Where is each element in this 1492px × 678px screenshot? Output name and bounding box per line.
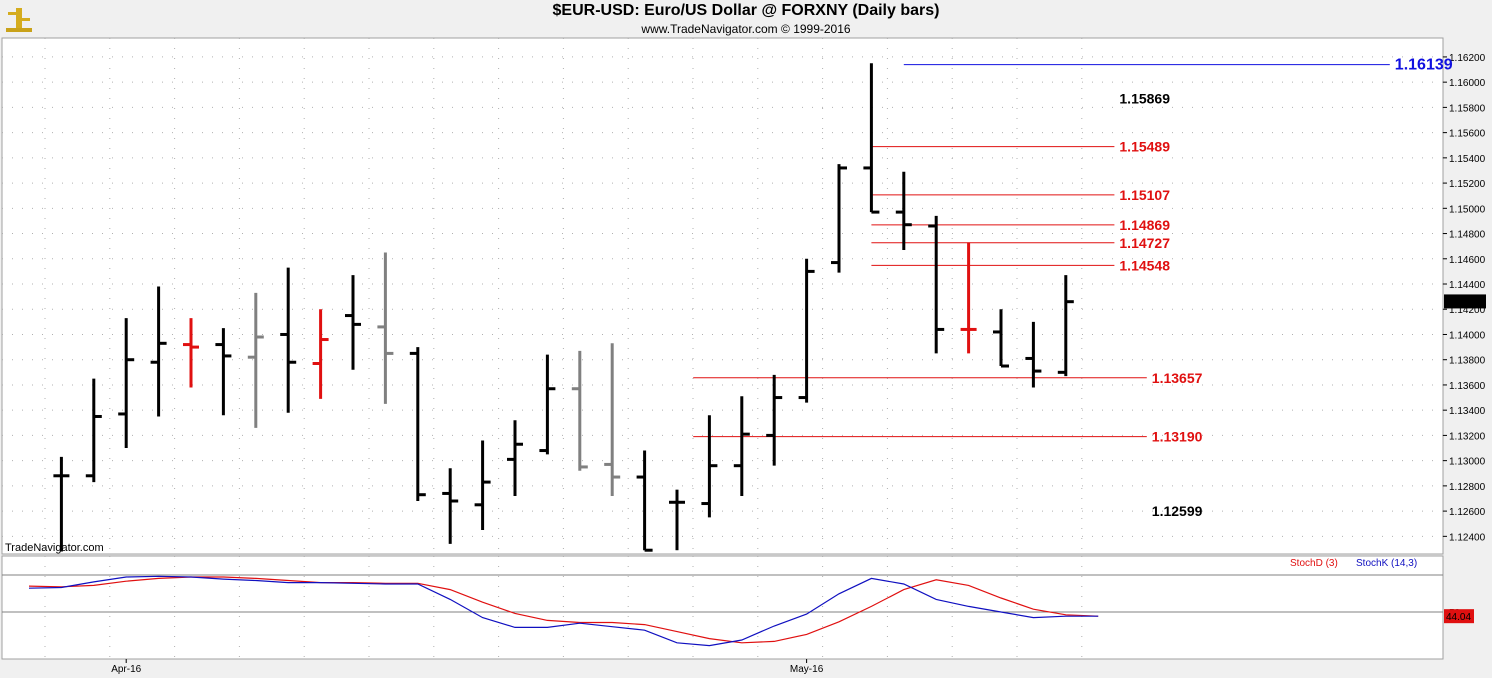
x-tick-label: May-16	[790, 664, 824, 675]
ohlc-bar	[960, 242, 977, 354]
ohlc-bar	[636, 450, 653, 552]
level-label: 1.16139	[1395, 57, 1453, 74]
date-axis: Apr-16 May-16	[111, 659, 824, 675]
stoch-value-badge	[1444, 609, 1474, 624]
ohlc-bar	[442, 468, 459, 544]
y-tick-label: 1.14400	[1449, 280, 1486, 291]
ohlc-bar	[280, 267, 297, 413]
ohlc-bar	[604, 343, 621, 496]
y-tick-label: 1.13000	[1449, 457, 1486, 468]
y-tick-label: 1.13200	[1449, 431, 1486, 442]
ohlc-bar	[409, 347, 426, 502]
y-tick-label: 1.15800	[1449, 103, 1486, 114]
ohlc-bar	[53, 456, 70, 552]
y-tick-label: 1.14000	[1449, 330, 1486, 341]
ohlc-bar	[345, 275, 361, 370]
ohlc-bar	[733, 396, 750, 496]
ohlc-bar	[669, 489, 685, 551]
ohlc-bar	[798, 258, 815, 403]
y-tick-label: 1.12600	[1449, 507, 1486, 518]
legend-stochd: StochD (3)	[1290, 558, 1338, 569]
tradenavigator-logo-icon	[6, 8, 32, 32]
fibonacci-levels: 1.16139 1.15869 1.15489 1.15107 1.14869 1.147…	[693, 57, 1453, 519]
ohlc-bar	[895, 171, 912, 250]
grid	[2, 38, 1443, 659]
price-axis: 1.12400 1.12600 1.12800 1.13000 1.13200 1.134…	[1443, 53, 1486, 543]
ohlc-bar	[863, 63, 880, 214]
ohlc-bar	[1025, 321, 1042, 388]
ohlc-bar	[312, 309, 329, 399]
level-label: 1.12599	[1152, 503, 1203, 519]
ohlc-bar	[928, 215, 945, 354]
ohlc-bar	[571, 350, 588, 471]
y-tick-label: 1.14200	[1449, 305, 1486, 316]
ohlc-bar	[85, 378, 102, 483]
ohlc-bar	[701, 415, 718, 518]
level-label: 1.15869	[1119, 91, 1170, 107]
y-tick-label: 1.12400	[1449, 532, 1486, 543]
price-panel	[1, 37, 1444, 555]
stoch-series-stochD	[28, 576, 1099, 644]
stoch-series-stochK	[28, 575, 1099, 647]
ohlc-bar	[377, 252, 394, 404]
y-tick-label: 1.13400	[1449, 406, 1486, 417]
ohlc-bar	[150, 286, 167, 417]
y-tick-label: 1.16000	[1449, 78, 1486, 89]
ohlc-bar	[831, 164, 847, 273]
y-tick-label: 1.14800	[1449, 230, 1486, 241]
last-price-badge	[1444, 294, 1486, 309]
chart-title: $EUR-USD: Euro/US Dollar @ FORXNY (Daily…	[552, 2, 940, 19]
level-label: 1.14727	[1119, 235, 1170, 251]
ohlc-bar	[474, 440, 491, 531]
last-price-label: 1.14262	[1446, 297, 1483, 308]
level-label: 1.13190	[1152, 429, 1203, 445]
level-label: 1.14869	[1119, 217, 1170, 233]
ohlc-bar	[539, 354, 556, 455]
ohlc-bar	[993, 309, 1009, 368]
level-label: 1.13657	[1152, 370, 1203, 386]
level-label: 1.15489	[1119, 139, 1170, 155]
watermark: TradeNavigator.com	[5, 542, 104, 554]
ohlc-bar	[766, 374, 783, 466]
y-tick-label: 1.15400	[1449, 154, 1486, 165]
ohlc-bar	[215, 328, 232, 416]
y-tick-label: 1.14600	[1449, 255, 1486, 266]
y-tick-label: 1.16200	[1449, 53, 1486, 64]
ohlc-bar	[118, 318, 135, 449]
value-badges: 1.14262 44.04	[1444, 294, 1486, 624]
ohlc-bars	[53, 63, 1074, 552]
y-tick-label: 1.15200	[1449, 179, 1486, 190]
legend-stochk: StochK (14,3)	[1356, 558, 1417, 569]
level-label: 1.14548	[1119, 257, 1170, 273]
ohlc-bar	[1057, 275, 1074, 377]
y-tick-label: 1.13800	[1449, 356, 1486, 367]
chart-subtitle: www.TradeNavigator.com © 1999-2016	[641, 22, 851, 36]
y-tick-label: 1.13600	[1449, 381, 1486, 392]
y-tick-label: 1.15600	[1449, 129, 1486, 140]
ohlc-bar	[183, 318, 199, 388]
stochastic-panel	[1, 555, 1444, 660]
ohlc-bar	[247, 292, 264, 428]
stoch-value-label: 44.04	[1446, 612, 1471, 623]
x-tick-label: Apr-16	[111, 664, 141, 675]
level-label: 1.15107	[1119, 187, 1170, 203]
y-tick-label: 1.12800	[1449, 482, 1486, 493]
ohlc-bar	[507, 420, 523, 496]
y-tick-label: 1.15000	[1449, 204, 1486, 215]
